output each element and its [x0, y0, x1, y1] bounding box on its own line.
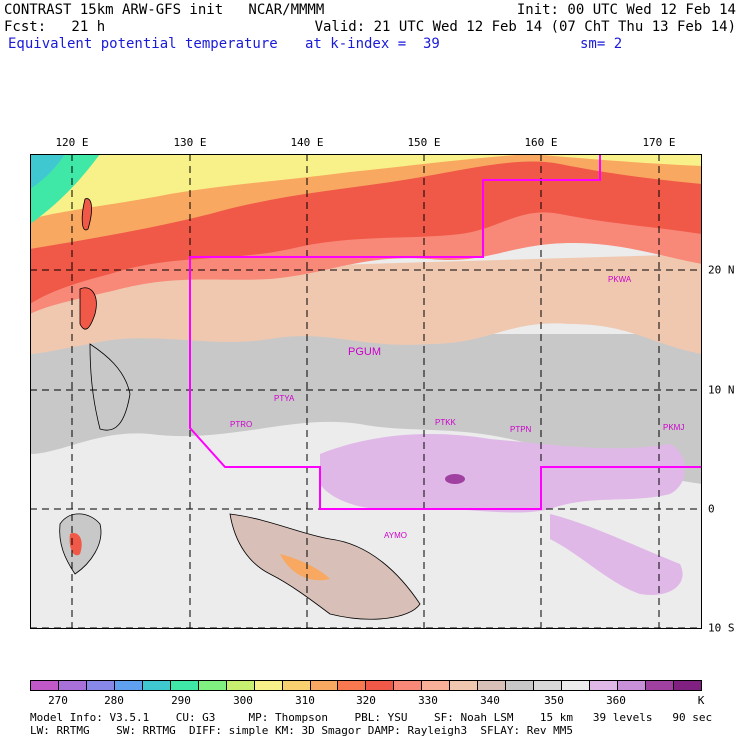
colorbar-swatch — [366, 681, 395, 690]
map-canvas: PGUM PTYA PTRO PTKK PTPN PKWA PKMJ AYMO — [30, 154, 702, 629]
model-title: CONTRAST 15km ARW-GFS init NCAR/MMMM — [4, 2, 325, 18]
colorbar-swatch — [534, 681, 563, 690]
land-hot-sulawesi — [69, 533, 82, 556]
colorbar-swatch — [562, 681, 591, 690]
band-360b — [550, 514, 683, 595]
colorbar-swatch — [226, 681, 255, 690]
colorbar-swatch — [58, 681, 87, 690]
land-new-guinea — [229, 513, 421, 620]
init-time: Init: 00 UTC Wed 12 Feb 14 — [516, 2, 736, 18]
colorbar-swatch — [618, 681, 646, 690]
lon-label-120: 120 E — [55, 136, 89, 149]
station-ptro: PTRO — [230, 420, 252, 429]
lat-label-20n: 20 N — [708, 263, 735, 277]
colorbar-unit: K — [697, 694, 705, 707]
colorbar-swatch — [422, 681, 451, 690]
theta-e-map: PGUM PTYA PTRO PTKK PTPN PKWA PKMJ AYMO — [30, 154, 702, 629]
band-365 — [445, 474, 465, 484]
level-index: at k-index = 39 — [305, 36, 440, 52]
colorbar-swatch — [310, 681, 339, 690]
land-taiwan — [81, 198, 92, 231]
colorbar-swatch — [450, 681, 479, 690]
colorbar-label-340: 340 — [480, 694, 500, 707]
station-pgum: PGUM — [348, 346, 381, 358]
colorbar-label-280: 280 — [104, 694, 124, 707]
station-ptpn: PTPN — [510, 425, 532, 434]
colorbar-label-360: 360 — [606, 694, 626, 707]
colorbar-label-290: 290 — [171, 694, 191, 707]
colorbar-swatch — [478, 681, 507, 690]
forecast-hour: Fcst: 21 h — [4, 19, 106, 35]
colorbar-swatch — [86, 681, 115, 690]
colorbar-swatch — [338, 681, 367, 690]
colorbar — [30, 680, 702, 691]
colorbar-label-320: 320 — [356, 694, 376, 707]
land-luzon — [79, 287, 97, 330]
band-350 — [30, 334, 702, 484]
lon-label-160: 160 E — [524, 136, 558, 149]
domain-outline — [189, 154, 702, 510]
colorbar-swatch — [394, 681, 423, 690]
colorbar-swatch — [254, 681, 283, 690]
station-ptkk: PTKK — [435, 418, 457, 427]
lat-label-10n: 10 N — [708, 383, 735, 397]
lon-label-150: 150 E — [407, 136, 441, 149]
colorbar-swatch — [114, 681, 143, 690]
band-290 — [30, 154, 65, 189]
colorbar-label-310: 310 — [295, 694, 315, 707]
colorbar-label-350: 350 — [544, 694, 564, 707]
model-info-line2: LW: RRTMG SW: RRTMG DIFF: simple KM: 3D … — [30, 724, 574, 737]
colorbar-swatch — [170, 681, 199, 690]
colorbar-swatch — [142, 681, 171, 690]
colorbar-swatch — [31, 681, 59, 690]
field-name: Equivalent potential temperature — [8, 36, 278, 52]
colorbar-swatch — [198, 681, 227, 690]
lat-label-0: 0 — [708, 502, 715, 516]
band-310 — [30, 154, 702, 219]
valid-time: Valid: 21 UTC Wed 12 Feb 14 (07 ChT Thu … — [314, 19, 736, 35]
colorbar-swatch — [645, 681, 674, 690]
colorbar-swatch — [673, 681, 701, 690]
lat-label-10s: 10 S — [708, 621, 735, 635]
colorbar-label-300: 300 — [233, 694, 253, 707]
lon-label-140: 140 E — [290, 136, 324, 149]
station-pkmj: PKMJ — [663, 423, 684, 432]
station-pkwa: PKWA — [608, 275, 632, 284]
lon-label-170: 170 E — [642, 136, 676, 149]
land-hot-ng — [280, 554, 330, 581]
station-ptya: PTYA — [274, 394, 295, 403]
station-aymo: AYMO — [384, 531, 407, 540]
colorbar-label-330: 330 — [418, 694, 438, 707]
band-360 — [320, 434, 685, 513]
lon-label-130: 130 E — [173, 136, 207, 149]
map-frame — [30, 154, 702, 629]
colorbar-swatch — [282, 681, 311, 690]
colorbar-label-270: 270 — [48, 694, 68, 707]
smoothing: sm= 2 — [580, 36, 623, 52]
colorbar-swatch — [506, 681, 535, 690]
model-info-line1: Model Info: V3.5.1 CU: G3 MP: Thompson P… — [30, 711, 713, 724]
colorbar-swatch — [590, 681, 619, 690]
